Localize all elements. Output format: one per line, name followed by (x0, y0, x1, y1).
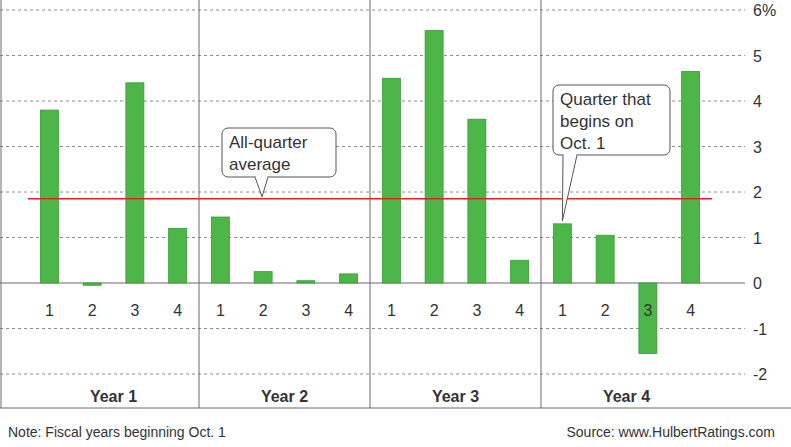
grid-line (0, 55, 745, 56)
y-tick-label: 3 (753, 139, 762, 156)
x-tick-label: 4 (173, 302, 182, 319)
chart-svg: -2 -1 0 1 2 3 4 5 6% 1 2 3 4 1 2 3 4 1 2 3 4 1 2 3 4 Year 1 Year 2… (0, 0, 791, 447)
bar (682, 71, 700, 283)
bar (126, 83, 144, 283)
frame-bottom (0, 408, 791, 409)
x-tick-label: 3 (643, 302, 652, 319)
chart-container: -2 -1 0 1 2 3 4 5 6% 1 2 3 4 1 2 3 4 1 2 3 4 1 2 3 4 Year 1 Year 2… (0, 0, 791, 447)
callout-text: average (229, 155, 290, 174)
bar (211, 217, 229, 283)
x-tick-label: 2 (259, 302, 268, 319)
grid-line (0, 192, 745, 193)
bar (553, 224, 571, 283)
y-tick-label: 0 (753, 275, 762, 292)
grid-line (0, 10, 745, 11)
x-tick-label: 1 (45, 302, 54, 319)
bar (639, 283, 657, 354)
grid-line (0, 328, 745, 329)
x-tick-label: 1 (558, 302, 567, 319)
callout-text: Oct. 1 (560, 134, 605, 153)
bar (596, 235, 614, 283)
x-tick-label: 3 (301, 302, 310, 319)
grid-line (0, 237, 745, 238)
average-group (28, 198, 712, 199)
x-tick-label: 4 (515, 302, 524, 319)
y-tick-label: 1 (753, 230, 762, 247)
note: Note: Fiscal years beginning Oct. 1 (8, 424, 226, 440)
group-separator (370, 0, 371, 408)
x-tick-label: 1 (216, 302, 225, 319)
callout-pointer (255, 177, 268, 197)
callout: All-quarter average (222, 128, 336, 197)
group-label: Year 3 (432, 388, 479, 405)
bar (468, 119, 486, 283)
group-separator (199, 0, 200, 408)
x-tick-label: 2 (430, 302, 439, 319)
grid-line (0, 282, 745, 284)
callout-pointer (562, 155, 577, 221)
bar (340, 274, 358, 283)
x-tick-label: 4 (686, 302, 695, 319)
grid-line (0, 374, 745, 375)
callout: Quarter that begins on Oct. 1 (553, 85, 670, 221)
callout-box (222, 128, 336, 177)
average-line (28, 198, 712, 200)
source: Source: www.HulbertRatings.com (566, 424, 775, 440)
x-tick-label: 3 (130, 302, 139, 319)
bar (425, 30, 443, 283)
callout-text: All-quarter (229, 133, 308, 152)
y-tick-label: 5 (753, 48, 762, 65)
callout-box (553, 85, 670, 155)
y-tick-label: 4 (753, 93, 762, 110)
y-tick-label: -2 (753, 366, 767, 383)
callout-pointer-mask (564, 154, 576, 156)
callout-text: Quarter that (560, 90, 651, 109)
y-tick-label: -1 (753, 321, 767, 338)
x-tick-label: 1 (387, 302, 396, 319)
y-tick-label: 6% (753, 2, 776, 19)
callout-text: begins on (560, 112, 634, 131)
bar (254, 272, 272, 283)
bar (297, 281, 315, 283)
x-tick-label: 4 (344, 302, 353, 319)
bars (40, 30, 699, 353)
group-separator (541, 0, 542, 408)
bar (382, 78, 400, 283)
bar (40, 110, 58, 283)
group-label: Year 2 (261, 388, 308, 405)
x-tick-label: 2 (601, 302, 610, 319)
frame-left (1, 0, 2, 408)
bar (169, 228, 187, 283)
bar (83, 283, 101, 285)
x-tick-label: 2 (88, 302, 97, 319)
group-label: Year 4 (603, 388, 650, 405)
bar (511, 260, 529, 283)
group-label: Year 1 (90, 388, 137, 405)
x-tick-label: 3 (472, 302, 481, 319)
callout-pointer-mask (256, 176, 267, 178)
y-tick-label: 2 (753, 184, 762, 201)
